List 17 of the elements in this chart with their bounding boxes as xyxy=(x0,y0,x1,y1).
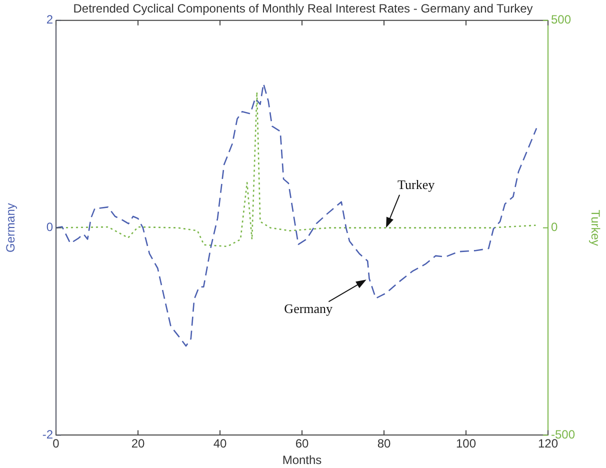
chart-title: Detrended Cyclical Components of Monthly Real Interest Rates - Germany and Turkey xyxy=(73,2,533,16)
y2-axis-title: Turkey xyxy=(588,210,602,246)
x-tick-label: 80 xyxy=(377,436,391,451)
y-tick-label: -2 xyxy=(42,428,54,442)
y-tick-label: 2 xyxy=(46,12,54,27)
x-tick-label: 100 xyxy=(456,436,476,451)
y2-tick-label: 0 xyxy=(551,220,558,234)
y2-tick-label: 500 xyxy=(551,12,572,27)
x-tick-label: 60 xyxy=(295,436,309,451)
x-tick-label: 40 xyxy=(213,436,227,451)
y-tick-label: 0 xyxy=(46,220,54,234)
line-series xyxy=(56,83,538,347)
x-tick-label: 20 xyxy=(131,436,145,451)
y-axis-title: Germany xyxy=(4,203,18,252)
x-axis-title: Months xyxy=(282,453,322,468)
annotation: Turkey xyxy=(398,177,436,192)
annotation: Germany xyxy=(284,301,334,316)
